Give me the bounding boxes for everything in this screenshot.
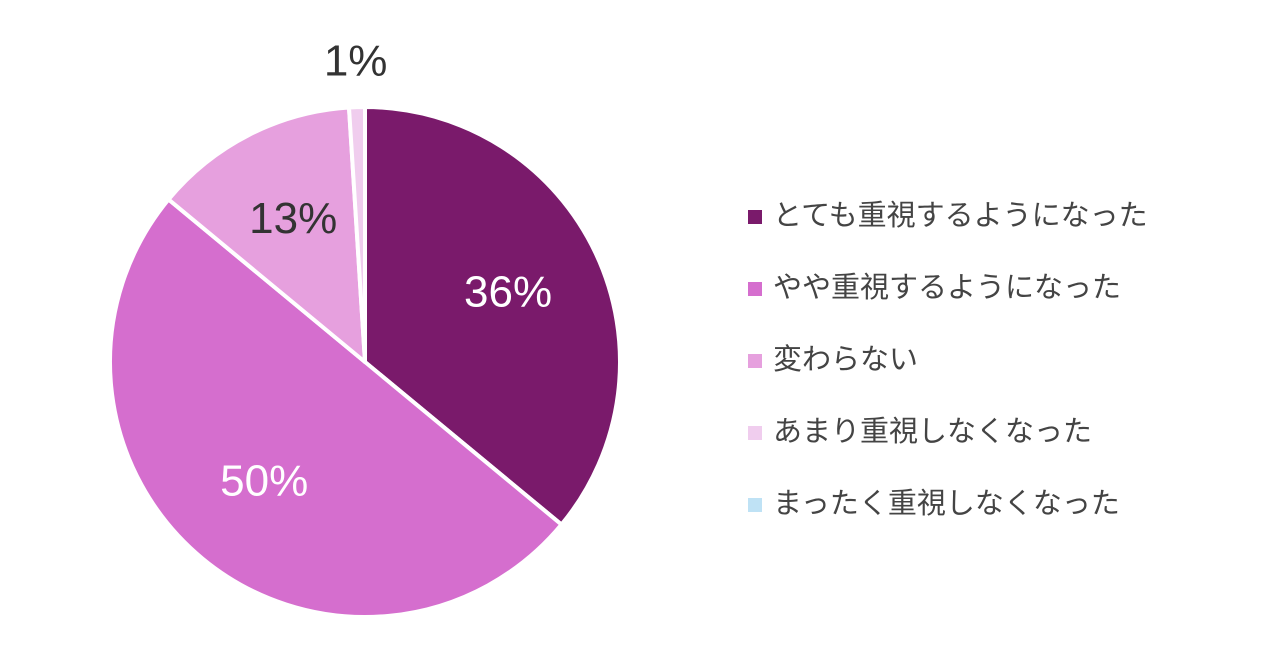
legend-swatch: [748, 354, 762, 368]
legend-label: まったく重視しなくなった: [773, 486, 1120, 520]
legend-label: あまり重視しなくなった: [773, 414, 1092, 448]
legend-label: とても重視するようになった: [773, 198, 1148, 232]
legend-swatch: [748, 210, 762, 224]
legend-label: やや重視するようになった: [773, 270, 1121, 304]
legend-label: 変わらない: [773, 342, 918, 376]
pie-slice: [166, 105, 367, 364]
legend-swatch: [748, 426, 762, 440]
data-label: 13%: [249, 194, 337, 243]
data-label: 1%: [324, 36, 388, 85]
legend-swatch: [748, 282, 762, 296]
legend-swatch: [748, 498, 762, 512]
data-label: 36%: [464, 267, 552, 316]
pie-slice: [108, 197, 564, 619]
data-label: 50%: [220, 456, 308, 505]
pie-slice: [363, 105, 622, 527]
pie-slice: [346, 105, 367, 364]
